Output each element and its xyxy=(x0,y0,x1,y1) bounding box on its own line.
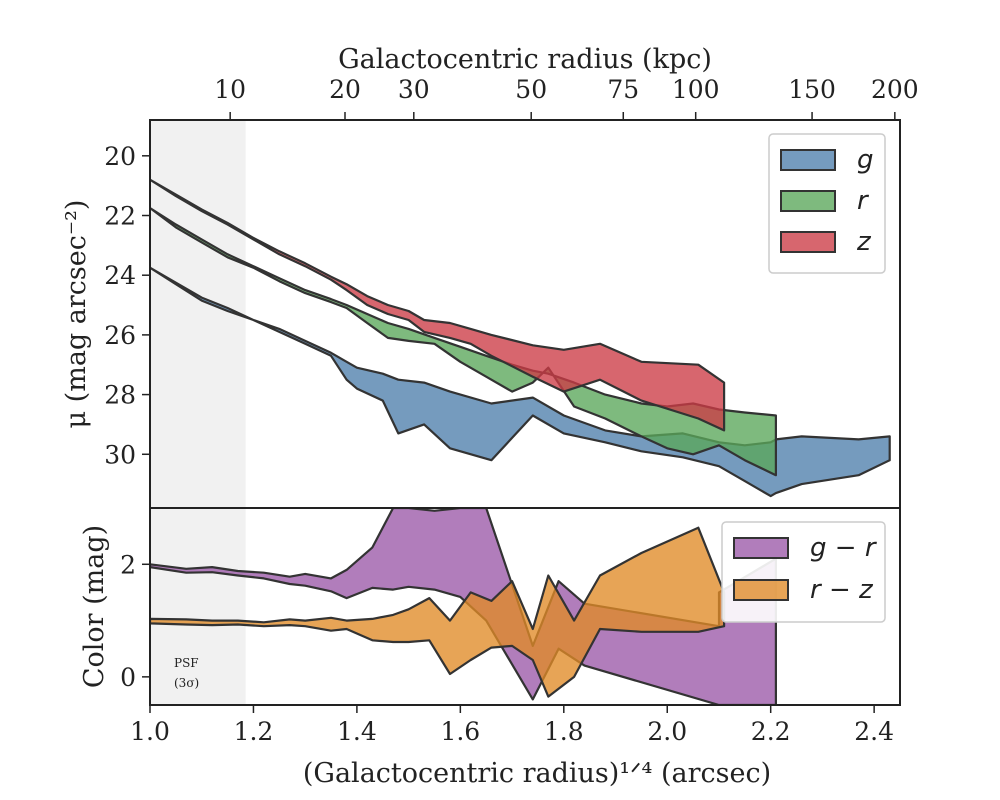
top-x-tick-label: 10 xyxy=(214,75,246,104)
top-x-tick-label: 75 xyxy=(607,75,639,104)
legend-label: r xyxy=(857,186,870,216)
surface-brightness-bands xyxy=(150,178,891,498)
legend-label: g − r xyxy=(810,533,878,563)
psf-region-top xyxy=(150,120,246,508)
band-r xyxy=(150,206,777,477)
psf-sublabel: (3σ) xyxy=(174,676,199,690)
top-x-tick-label: 200 xyxy=(871,75,919,104)
psf-label: PSF xyxy=(174,656,199,670)
top-y-axis-label: μ (mag arcsec⁻²) xyxy=(61,200,92,429)
band-color-0 xyxy=(150,508,777,705)
legend-label: g xyxy=(857,145,874,175)
bottom-x-tick-label: 2.2 xyxy=(751,717,791,746)
color-bands xyxy=(150,508,777,705)
top-y-tick-label: 26 xyxy=(104,321,136,350)
legend-swatch xyxy=(733,537,789,559)
legend-label: z xyxy=(856,227,872,257)
bottom-y-axis-label: Color (mag) xyxy=(79,525,110,688)
axes-frame xyxy=(149,119,901,706)
bottom-x-tick-label: 1.8 xyxy=(544,717,584,746)
top-x-tick-label: 100 xyxy=(672,75,720,104)
top-x-axis-label: Galactocentric radius (kpc) xyxy=(338,44,712,75)
band-color-1 xyxy=(150,526,726,698)
legend-swatch xyxy=(780,149,836,171)
legend-bottom: g − r r − z xyxy=(721,521,886,623)
legend-swatch xyxy=(733,579,789,601)
top-y-tick-label: 22 xyxy=(104,202,136,231)
top-x-tick-label: 50 xyxy=(515,75,547,104)
bottom-x-tick-label: 1.2 xyxy=(234,717,274,746)
top-x-tick-label: 30 xyxy=(398,75,430,104)
legend-swatch xyxy=(780,231,836,253)
bottom-x-tick-label: 1.6 xyxy=(440,717,480,746)
bottom-x-tick-label: 2.0 xyxy=(647,717,687,746)
bottom-y-tick-label: 2 xyxy=(120,550,136,579)
ticks-layer: 20 22 24 26 28 30 10 20 30 50 75 100 150 200 0 2 1.0 1.2 1… xyxy=(104,75,918,746)
legend-swatch xyxy=(780,190,836,212)
legend-top: grz xyxy=(768,133,886,274)
top-y-tick-label: 28 xyxy=(104,381,136,410)
top-x-tick-label: 150 xyxy=(788,75,836,104)
top-y-tick-label: 20 xyxy=(104,142,136,171)
bottom-x-axis-label: (Galactocentric radius)¹ᐟ⁴ (arcsec) xyxy=(303,758,771,789)
band-z xyxy=(150,178,726,432)
bottom-panel-frame xyxy=(149,507,901,706)
top-y-tick-label: 30 xyxy=(104,440,136,469)
psf-region-bottom xyxy=(150,508,246,705)
bottom-y-tick-label: 0 xyxy=(120,663,136,692)
bottom-x-tick-label: 1.0 xyxy=(130,717,170,746)
top-x-tick-label: 20 xyxy=(329,75,361,104)
legend-label: r − z xyxy=(810,575,874,605)
bottom-x-tick-label: 1.4 xyxy=(337,717,377,746)
bottom-x-tick-label: 2.4 xyxy=(854,717,894,746)
top-y-tick-label: 24 xyxy=(104,261,136,290)
